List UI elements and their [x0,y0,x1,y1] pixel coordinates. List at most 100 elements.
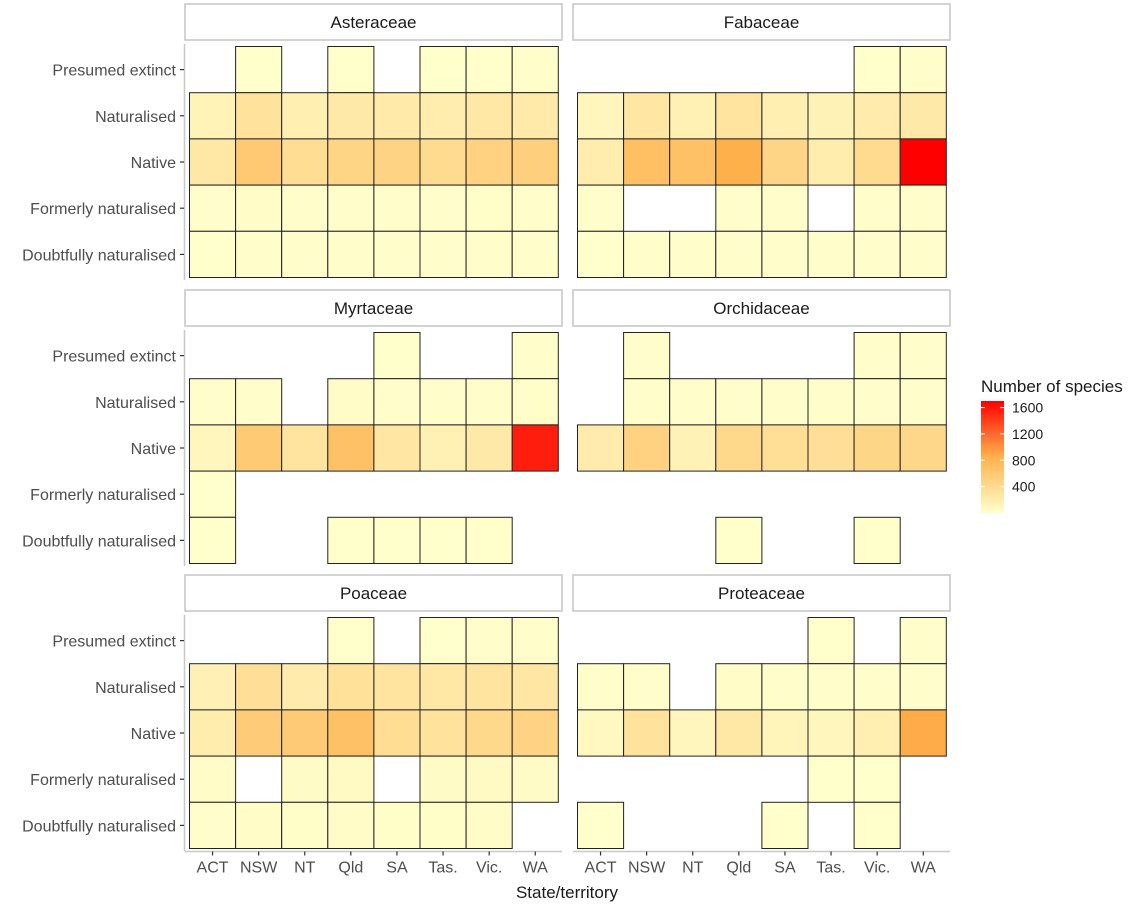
heatmap-cell [899,332,947,380]
heatmap-cell [853,184,901,232]
heatmap-cell [669,138,717,186]
heatmap-cell [465,663,513,711]
heatmap-cell [465,138,513,186]
heatmap-cell [189,663,237,711]
heatmap-cell [899,92,947,140]
heatmap-cell [807,709,855,757]
heatmap-cell [623,138,671,186]
heatmap-cell [511,92,559,140]
heatmap-cell [235,424,283,472]
heatmap-cell [577,184,625,232]
heatmap-cell [853,138,901,186]
heatmap-cell [189,92,237,140]
x-tick-label: NT [294,860,316,877]
x-tick-label: WA [523,860,549,877]
heatmap-cell [715,138,763,186]
heatmap-cell [761,138,809,186]
heatmap-cell [899,230,947,279]
heatmap-cell [623,378,671,426]
heatmap-cell [327,46,375,94]
panel-fabaceae: Fabaceae [572,3,951,279]
panel-asteraceae: Asteraceae Presumed extinct Naturalised Nat… [22,3,563,280]
heatmap-cell [419,92,467,140]
heatmap-cell [623,230,671,279]
heatmap-cell [511,663,559,711]
facet-label-fabaceae: Fabaceae [724,13,800,32]
heatmap-cell [715,378,763,426]
heatmap-cell [853,46,901,94]
heatmap-cell [577,230,625,279]
x-axis-title: State/territory [516,883,619,902]
heatmap-cell [373,516,421,564]
heatmap-cell [235,184,283,232]
heatmap-cell [419,755,467,803]
heatmap-cell [853,424,901,472]
facet-strip-orchidaceae [572,289,951,327]
heatmap-cell [281,138,329,186]
heatmap-cell [623,663,671,711]
heatmap-cell [623,92,671,140]
heatmap-cell [807,755,855,803]
heatmap-cell [511,184,559,232]
panel-orchidaceae: Orchidaceae [572,289,951,564]
x-tick-label: Qld [726,860,751,877]
x-tick-label: Tas. [816,860,845,877]
heatmap-cell [235,801,283,849]
heatmap-cell [327,516,375,564]
panel-proteaceae: Proteaceae ACT NSW NT Qld SA Tas. Vic. WA [572,574,951,877]
facet-strip-myrtaceae [184,289,563,327]
heatmap-cell [623,332,671,380]
heatmap-cell [189,516,237,564]
heatmap-cell [761,184,809,232]
heatmap-cell [669,424,717,472]
heatmap-cell [373,92,421,140]
heatmap-cell [715,230,763,279]
legend-tick-label: 400 [1012,479,1036,495]
heatmap-cell [327,138,375,186]
heatmap-cell [511,617,559,665]
y-tick-label: Doubtfully naturalised [22,247,176,264]
x-tick-label: NT [682,860,704,877]
facet-label-asteraceae: Asteraceae [331,13,417,32]
heatmap-cell [281,184,329,232]
heatmap-cell [235,46,283,94]
x-tick-label: Vic. [864,860,890,877]
heatmap-cell [577,709,625,757]
heatmap-cell [419,378,467,426]
heatmap-cell [899,424,947,472]
heatmap-cell [761,709,809,757]
heatmap-cell [465,617,513,665]
heatmap-cell [853,516,901,564]
y-tick-label: Native [131,726,176,743]
heatmap-cell [419,617,467,665]
heatmap-cell [327,184,375,232]
y-tick-label: Naturalised [95,109,176,126]
facet-strip-poaceae [184,574,563,612]
x-tick-label: SA [774,860,796,877]
heatmap-cell [853,92,901,140]
legend: Number of species 400 800 1200 1600 [981,377,1123,513]
heatmap-cell [465,184,513,232]
heatmap-cell [327,617,375,665]
heatmap-cell [281,92,329,140]
heatmap-cell [511,230,559,279]
heatmap-cell [373,424,421,472]
heatmap-cell [419,516,467,564]
heatmap-cell [807,138,855,186]
heatmap-cell [715,92,763,140]
heatmap-cell [853,230,901,279]
heatmap-cell [235,663,283,711]
heatmap-cell [577,92,625,140]
heatmap-cell [235,92,283,140]
heatmap-cell [899,46,947,94]
heatmap-cell [189,138,237,186]
heatmap-cell [761,663,809,711]
y-tick-label: Formerly naturalised [30,772,176,789]
heatmap-cell [715,424,763,472]
heatmap-cell [669,709,717,757]
heatmap-cell [669,230,717,279]
heatmap-cell [899,617,947,665]
heatmap-cell [235,138,283,186]
heatmap-cell [373,184,421,232]
heatmap-cell [853,709,901,757]
